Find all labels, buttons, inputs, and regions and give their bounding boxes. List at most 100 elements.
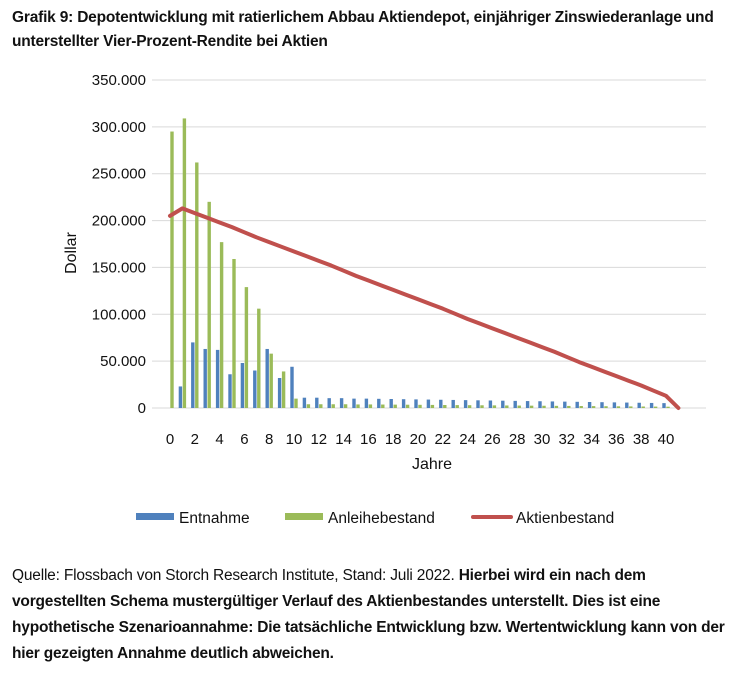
source-text: Quelle: Flossbach von Storch Research In… xyxy=(12,567,459,584)
bar-anleihebestand xyxy=(306,404,311,408)
bar-entnahme xyxy=(339,398,344,408)
x-tick-label: 22 xyxy=(434,431,451,448)
bar-entnahme xyxy=(488,400,493,408)
x-tick-label: 30 xyxy=(534,431,551,448)
x-tick-label: 4 xyxy=(215,431,223,448)
x-axis-title: Jahre xyxy=(412,456,452,473)
legend-swatch xyxy=(285,513,323,520)
chart-title: Grafik 9: Depotentwicklung mit ratierlic… xyxy=(12,9,714,50)
y-tick-label: 200.000 xyxy=(92,213,146,230)
bar-anleihebestand xyxy=(641,406,645,408)
x-tick-label: 12 xyxy=(310,431,327,448)
y-tick-label: 50.000 xyxy=(100,353,146,370)
x-tick-label: 24 xyxy=(459,431,476,448)
x-tick-label: 10 xyxy=(286,431,303,448)
y-tick-label: 300.000 xyxy=(92,119,146,136)
bar-entnahme xyxy=(538,401,542,408)
bar-anleihebestand xyxy=(393,404,397,408)
bar-anleihebestand xyxy=(554,405,559,408)
line-series xyxy=(168,206,681,410)
x-tick-label: 28 xyxy=(509,431,526,448)
x-tick-label: 14 xyxy=(335,431,352,448)
bar-entnahme xyxy=(327,398,331,408)
bar-anleihebestand xyxy=(567,405,571,408)
gridlines xyxy=(152,79,706,409)
bar-anleihebestand xyxy=(170,131,174,408)
bar-entnahme xyxy=(625,402,629,408)
bar-anleihebestand xyxy=(195,162,199,408)
legend-swatch xyxy=(136,513,174,520)
bar-anleihebestand xyxy=(467,405,472,408)
x-tick-label: 18 xyxy=(385,431,402,448)
disclaimer-text: Hierbei wird ein nach dem vorgestellten … xyxy=(12,567,725,662)
bar-entnahme xyxy=(550,401,555,408)
bar-anleihebestand xyxy=(219,242,224,408)
bar-entnahme xyxy=(240,363,245,408)
bar-anleihebestand xyxy=(517,405,521,408)
y-tick-label: 250.000 xyxy=(92,166,146,183)
line-aktienbestand xyxy=(168,206,681,410)
bar-anleihebestand xyxy=(281,371,286,408)
x-tick-label: 40 xyxy=(658,431,675,448)
bar-anleihebestand xyxy=(257,308,261,408)
bar-entnahme xyxy=(290,366,294,408)
bar-entnahme xyxy=(600,402,604,408)
bar-anleihebestand xyxy=(480,405,484,408)
legend: Entnahme Anleihebestand Aktienbestand xyxy=(136,510,614,527)
bar-anleihebestand xyxy=(492,405,497,408)
bar-entnahme xyxy=(315,397,319,408)
bar-entnahme xyxy=(587,402,592,408)
bar-entnahme xyxy=(575,401,579,408)
bar-entnahme xyxy=(352,398,356,408)
y-tick-label: 100.000 xyxy=(92,306,146,323)
bar-entnahme xyxy=(228,374,232,408)
x-tick-label: 8 xyxy=(265,431,273,448)
bar-anleihebestand xyxy=(381,404,385,408)
legend-entnahme: Entnahme xyxy=(136,510,250,527)
bar-anleihebestand xyxy=(232,258,236,408)
bar-anleihebestand xyxy=(616,406,621,408)
bar-entnahme xyxy=(414,399,418,408)
bars xyxy=(170,118,670,408)
bar-entnahme xyxy=(191,342,195,408)
bar-entnahme xyxy=(662,403,666,408)
bar-entnahme xyxy=(178,386,183,408)
y-tick-label: 350.000 xyxy=(92,72,146,89)
legend-aktienbestand: Aktienbestand xyxy=(471,510,614,527)
x-tick-label: 16 xyxy=(360,431,377,448)
bar-anleihebestand xyxy=(356,404,360,408)
bar-entnahme xyxy=(364,398,369,408)
bar-anleihebestand xyxy=(579,406,583,408)
chart-canvas: 0 50.000 100.000 150.000 200.000 250.000 300.0… xyxy=(63,72,706,527)
bar-entnahme xyxy=(612,402,617,408)
legend-label: Anleihebestand xyxy=(328,510,435,527)
bar-anleihebestand xyxy=(405,404,410,408)
bar-entnahme xyxy=(501,400,505,408)
y-axis-title: Dollar xyxy=(63,231,80,273)
bar-anleihebestand xyxy=(604,406,608,408)
x-tick-label: 26 xyxy=(484,431,501,448)
bar-entnahme xyxy=(265,348,269,408)
bar-entnahme xyxy=(377,398,381,408)
bar-anleihebestand xyxy=(244,287,249,408)
bar-entnahme xyxy=(215,349,220,408)
bar-anleihebestand xyxy=(207,201,211,408)
bar-entnahme xyxy=(451,399,455,408)
legend-label: Entnahme xyxy=(179,510,250,527)
bar-anleihebestand xyxy=(591,406,596,408)
bar-entnahme xyxy=(637,402,641,408)
bar-entnahme xyxy=(439,399,443,408)
bar-entnahme xyxy=(426,399,431,408)
y-tick-label: 0 xyxy=(138,400,146,417)
bar-anleihebestand xyxy=(505,405,509,408)
y-tick-label: 150.000 xyxy=(92,259,146,276)
x-tick-label: 32 xyxy=(558,431,575,448)
bar-anleihebestand xyxy=(418,404,422,408)
bar-anleihebestand xyxy=(443,405,447,408)
bar-anleihebestand xyxy=(653,406,658,408)
bar-anleihebestand xyxy=(182,118,187,408)
bar-entnahme xyxy=(525,401,530,408)
bar-entnahme xyxy=(253,370,257,408)
bar-anleihebestand xyxy=(455,405,459,408)
bar-entnahme xyxy=(389,399,393,408)
